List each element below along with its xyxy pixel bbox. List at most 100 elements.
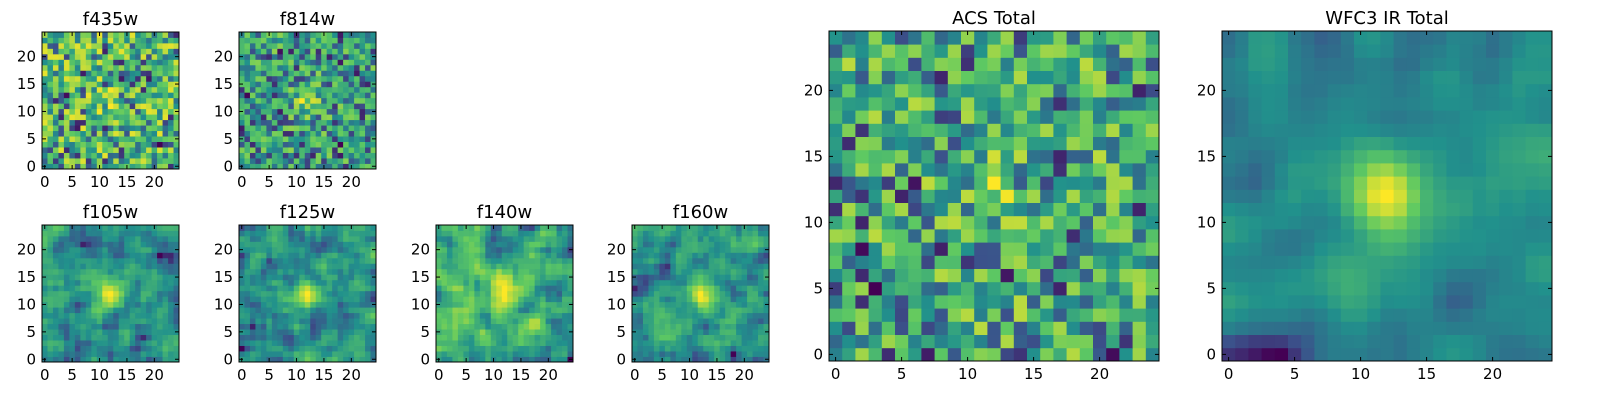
heatmap-cell [96, 307, 103, 314]
heatmap-cell [102, 86, 109, 93]
heatmap-cell [921, 70, 935, 85]
heatmap-cell [642, 246, 649, 253]
heatmap-cell [304, 252, 311, 259]
heatmap-cell [921, 202, 935, 217]
heatmap-cell [1472, 202, 1487, 217]
heatmap-cell [113, 86, 120, 93]
heatmap-cell [490, 340, 497, 346]
heatmap-cell [1106, 189, 1120, 203]
heatmap-cell [1235, 202, 1249, 217]
heatmap-cell [326, 152, 333, 159]
heatmap-cell [96, 97, 103, 104]
heatmap-cell [118, 141, 125, 148]
heatmap-cell [96, 323, 103, 330]
heatmap-cell [124, 263, 131, 270]
heatmap-cell [168, 32, 174, 38]
heatmap-cell [315, 351, 322, 357]
heatmap-cell [359, 147, 366, 153]
heatmap-cell [157, 125, 163, 132]
heatmap-cell [1027, 110, 1041, 124]
heatmap-cell [1106, 215, 1120, 230]
heatmap-cell [1040, 229, 1054, 243]
heatmap-cell [675, 235, 682, 242]
heatmap-cell [107, 130, 114, 137]
heatmap-cell [1288, 229, 1302, 243]
heatmap-cell [436, 235, 442, 242]
heatmap-cell [74, 235, 81, 242]
heatmap-cell [441, 274, 448, 281]
heatmap-cell [452, 225, 459, 231]
heatmap-cell [146, 351, 152, 357]
heatmap-cell [249, 290, 256, 297]
heatmap-cell [354, 125, 360, 132]
heatmap-cell [107, 312, 114, 319]
heatmap-cell [1066, 229, 1081, 243]
heatmap-cell [1066, 149, 1081, 164]
heatmap-cell [124, 114, 131, 121]
heatmap-cell [304, 257, 311, 264]
heatmap-cell [321, 108, 328, 115]
heatmap-cell [468, 323, 475, 330]
heatmap-cell [479, 356, 486, 363]
heatmap-cell [52, 158, 59, 164]
heatmap-cell [288, 125, 295, 132]
heatmap-cell [365, 290, 371, 297]
heatmap-cell [293, 312, 300, 319]
heatmap-cell [80, 290, 87, 297]
heatmap-cell [135, 329, 142, 335]
heatmap-cell [659, 329, 666, 335]
heatmap-cell [282, 312, 289, 319]
heatmap-cell [1040, 281, 1054, 296]
heatmap-cell [829, 242, 843, 256]
heatmap-cell [540, 290, 546, 297]
heatmap-cell [551, 340, 557, 346]
heatmap-cell [52, 356, 59, 363]
heatmap-cell [332, 48, 339, 55]
heatmap-cell [664, 340, 671, 346]
heatmap-cell [354, 59, 360, 66]
heatmap-cell [96, 147, 103, 153]
heatmap-cell [266, 296, 273, 303]
heatmap-cell [304, 136, 311, 142]
heatmap-cell [271, 257, 278, 264]
heatmap-cell [551, 307, 557, 314]
heatmap-cell [168, 301, 174, 308]
heatmap-cell [1093, 44, 1107, 58]
heatmap-cell [659, 263, 666, 270]
heatmap-cell [719, 296, 726, 303]
heatmap-cell [348, 268, 355, 275]
heatmap-cell [118, 356, 125, 363]
heatmap-cell [648, 323, 655, 330]
heatmap-cell [266, 92, 273, 99]
heatmap-cell [714, 285, 721, 292]
y-tick-label: 5 [26, 130, 36, 148]
heatmap-cell [370, 125, 377, 132]
heatmap-cell [162, 318, 169, 325]
heatmap-cell [260, 152, 267, 159]
heatmap-cell [736, 356, 742, 363]
axes-frame [238, 31, 377, 170]
heatmap-cell [501, 263, 508, 270]
heatmap-cell [1132, 268, 1147, 283]
heatmap-cell [299, 290, 306, 297]
heatmap-cell [47, 114, 54, 121]
heatmap-cell [168, 163, 174, 170]
heatmap-cell [260, 136, 267, 142]
heatmap-cell [42, 70, 48, 77]
heatmap-cell [359, 274, 366, 281]
heatmap-cell [686, 334, 693, 341]
heatmap-cell [501, 345, 508, 352]
heatmap-cell [686, 318, 693, 325]
heatmap-cell [659, 351, 666, 357]
heatmap-cell [326, 114, 333, 121]
heatmap-cell [140, 334, 147, 341]
heatmap-cell [457, 345, 464, 352]
heatmap-cell [562, 301, 568, 308]
heatmap-cell [310, 296, 317, 303]
heatmap-cell [1512, 242, 1526, 256]
heatmap-cell [277, 59, 284, 66]
heatmap-cell [326, 42, 333, 49]
heatmap-cell [747, 252, 753, 259]
heatmap-cell [157, 136, 163, 142]
heatmap-cell [540, 263, 546, 270]
